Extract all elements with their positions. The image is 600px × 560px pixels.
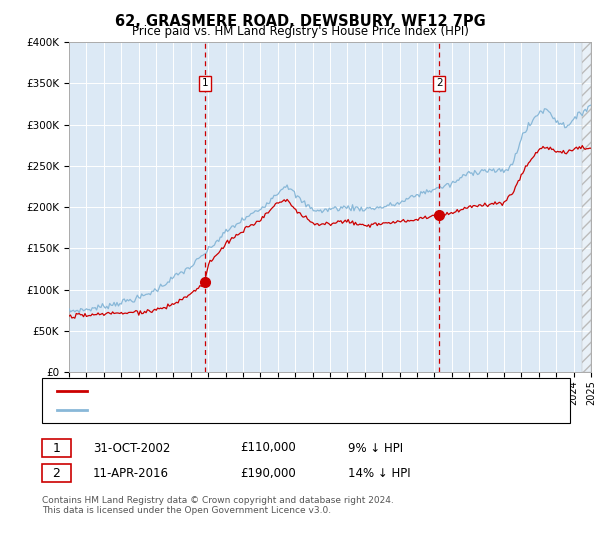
Bar (582, 42, 591, 372)
Text: £190,000: £190,000 (240, 466, 296, 480)
Text: Contains HM Land Registry data © Crown copyright and database right 2024.
This d: Contains HM Land Registry data © Crown c… (42, 496, 394, 515)
Text: 14% ↓ HPI: 14% ↓ HPI (348, 466, 410, 480)
Bar (582, 42, 591, 372)
Text: 1: 1 (52, 441, 61, 455)
Text: Price paid vs. HM Land Registry's House Price Index (HPI): Price paid vs. HM Land Registry's House … (131, 25, 469, 38)
Text: HPI: Average price, detached house, Kirklees: HPI: Average price, detached house, Kirk… (93, 405, 328, 416)
Text: £110,000: £110,000 (240, 441, 296, 455)
Text: 2: 2 (52, 466, 61, 480)
Text: 9% ↓ HPI: 9% ↓ HPI (348, 441, 403, 455)
Text: 11-APR-2016: 11-APR-2016 (93, 466, 169, 480)
Text: 31-OCT-2002: 31-OCT-2002 (93, 441, 170, 455)
Text: 62, GRASMERE ROAD, DEWSBURY, WF12 7PG (detached house): 62, GRASMERE ROAD, DEWSBURY, WF12 7PG (d… (93, 385, 425, 395)
Text: 62, GRASMERE ROAD, DEWSBURY, WF12 7PG: 62, GRASMERE ROAD, DEWSBURY, WF12 7PG (115, 14, 485, 29)
Text: 2: 2 (436, 78, 443, 88)
Text: 1: 1 (202, 78, 209, 88)
